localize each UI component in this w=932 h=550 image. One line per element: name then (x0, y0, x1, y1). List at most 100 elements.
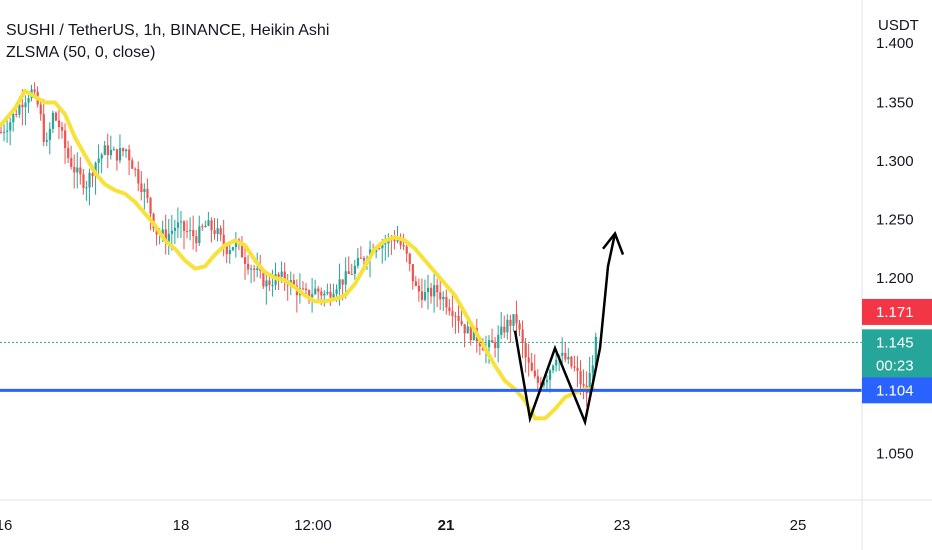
candle-body-86 (262, 270, 265, 287)
candle-body-126 (384, 243, 387, 245)
candle-body-70 (213, 230, 216, 235)
candle-body-136 (414, 281, 417, 286)
candle-body-37 (112, 149, 116, 151)
candle-body-133 (405, 246, 408, 254)
candle-body-108 (329, 291, 332, 298)
candle-body-185 (564, 352, 567, 360)
candle-body-57 (173, 227, 177, 231)
price-tick-3: 1.200 (876, 270, 914, 287)
indicator-title[interactable]: ZLSMA (50, 0, close) (6, 44, 156, 61)
candle-body-171 (521, 329, 524, 343)
time-tick-3: 21 (438, 517, 455, 534)
candle-body-17 (51, 112, 55, 129)
candle-body-114 (347, 271, 350, 274)
candle-body-46 (140, 183, 143, 193)
candle-body-27 (82, 174, 85, 188)
candle-body-39 (118, 148, 122, 161)
candle-body-19 (57, 120, 61, 128)
breakout-arrowhead[interactable] (602, 231, 625, 256)
candle-body-0 (0, 131, 3, 133)
candle-body-13 (39, 104, 42, 115)
candle-body-104 (317, 288, 320, 292)
candle-body-63 (192, 230, 195, 237)
candle-body-179 (545, 379, 549, 383)
candle-body-9 (27, 98, 30, 103)
candle-body-16 (48, 128, 51, 141)
candle-body-74 (225, 245, 228, 255)
candle-body-67 (204, 225, 207, 228)
currency-label: USDT (878, 17, 919, 34)
w-pattern-drawing[interactable] (513, 233, 617, 427)
time-tick-5: 25 (790, 517, 807, 534)
candle-body-109 (332, 293, 335, 298)
candle-body-132 (402, 245, 405, 247)
candle-body-81 (247, 263, 250, 270)
price-tick-4: 1.050 (876, 446, 914, 463)
support-price-tag: 1.104 (862, 377, 932, 404)
candle-body-149 (454, 315, 457, 317)
candle-body-165 (503, 326, 506, 333)
candle-body-31 (94, 162, 97, 177)
candle-body-21 (64, 130, 67, 149)
ask-price-tag: 1.171 (862, 298, 932, 325)
candle-body-92 (280, 271, 283, 277)
candle-body-135 (411, 263, 414, 282)
candle-body-129 (393, 240, 396, 242)
candle-body-163 (497, 334, 500, 349)
candle-body-61 (186, 230, 189, 232)
candle-body-11 (33, 89, 36, 92)
candle-body-143 (436, 285, 439, 293)
candle-body-102 (311, 294, 314, 298)
candle-body-56 (170, 230, 173, 234)
candle-body-195 (594, 336, 597, 366)
candle-body-20 (61, 127, 64, 131)
candle-body-59 (179, 221, 183, 223)
candle-body-14 (42, 114, 45, 142)
candle-body-15 (45, 140, 48, 142)
candle-body-26 (79, 167, 82, 175)
candle-body-23 (70, 157, 73, 167)
candle-body-43 (131, 160, 134, 169)
time-tick-1: 18 (173, 517, 190, 534)
candle-body-83 (253, 268, 256, 271)
candle-body-49 (149, 197, 152, 214)
candle-body-186 (567, 356, 570, 360)
candle-body-6 (18, 104, 21, 115)
candle-body-190 (579, 370, 582, 385)
candle-body-115 (350, 273, 353, 275)
price-axis[interactable]: 1.350 1.300 1.250 1.200 1.050 (876, 95, 914, 463)
candle-body-117 (356, 257, 360, 266)
candle-body-155 (472, 328, 475, 341)
candle-body-42 (128, 149, 131, 161)
candle-body-34 (103, 145, 106, 155)
candle-body-100 (305, 288, 308, 291)
chart-legend[interactable]: SUSHI / TetherUS, 1h, BINANCE, Heikin As… (6, 20, 329, 64)
candle-body-144 (439, 292, 442, 300)
candle-body-96 (292, 280, 295, 286)
candle-body-55 (167, 233, 170, 243)
candle-body-153 (466, 326, 469, 334)
ask-price-value: 1.171 (876, 304, 914, 321)
symbol-title[interactable]: SUSHI / TetherUS, 1h, BINANCE, Heikin As… (6, 22, 330, 39)
candle-body-8 (24, 102, 27, 108)
candle-body-75 (228, 250, 231, 255)
candle-body-180 (549, 370, 552, 380)
candle-body-54 (164, 229, 167, 243)
time-axis[interactable]: 16 18 12:00 21 23 25 (0, 517, 806, 534)
candle-body-111 (338, 279, 341, 290)
bar-countdown: 00:23 (876, 357, 914, 374)
candle-body-118 (359, 257, 363, 259)
candle-body-87 (265, 280, 268, 287)
candle-body-107 (326, 291, 329, 294)
candle-body-178 (542, 382, 546, 386)
candle-body-170 (518, 323, 521, 330)
candle-body-47 (143, 188, 146, 193)
candle-body-106 (323, 293, 326, 296)
candle-body-169 (515, 314, 518, 324)
candle-body-184 (561, 352, 564, 356)
candle-body-142 (433, 285, 436, 297)
candle-body-29 (88, 172, 91, 188)
candle-body-4 (12, 113, 15, 123)
candle-body-91 (277, 274, 280, 277)
